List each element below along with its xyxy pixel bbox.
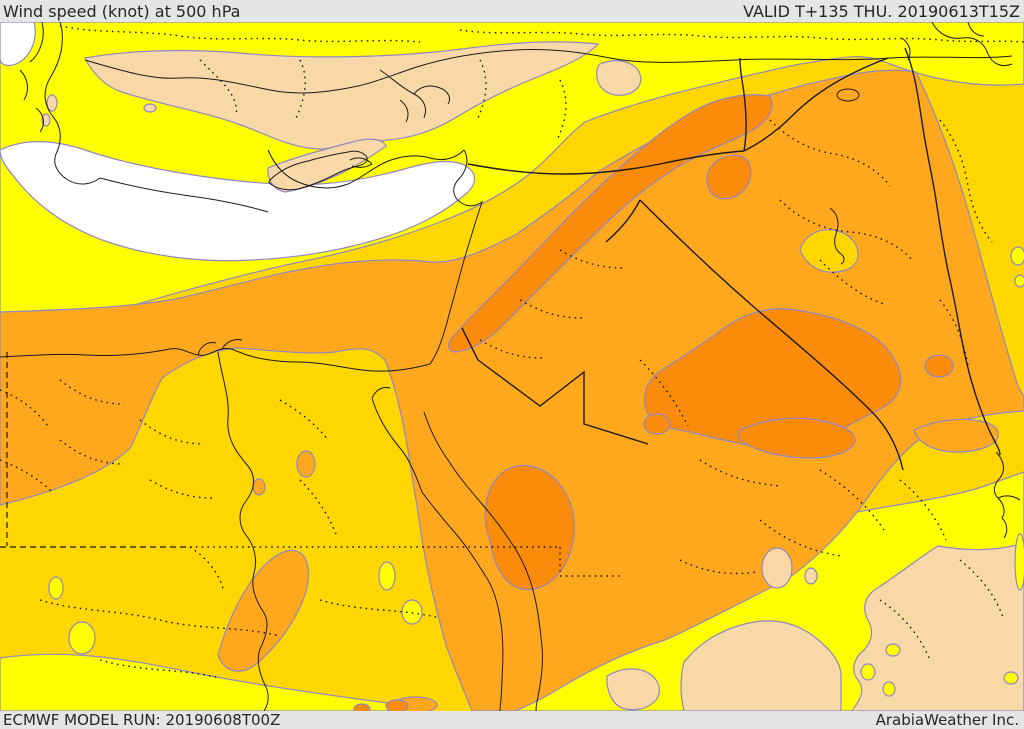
contour-fill-orange: [0, 69, 1024, 714]
admin-borders: [0, 25, 1024, 679]
model-run-label: ECMWF MODEL RUN: 20190608T00Z: [3, 711, 281, 729]
page-title: Wind speed (knot) at 500 hPa: [3, 1, 241, 21]
red-sea-coast: [371, 387, 543, 712]
header-bar: Wind speed (knot) at 500 hPa VALID T+135…: [0, 0, 1024, 22]
dashed-borders: [0, 352, 190, 548]
black-sea-coast: [84, 48, 1013, 94]
brand-label: ArabiaWeather Inc.: [875, 711, 1019, 729]
coastlines: [0, 21, 1021, 712]
country-borders: [461, 47, 1001, 471]
valid-time-label: VALID T+135 THU. 20190613T15Z: [743, 1, 1020, 21]
cyprus-coast: [268, 150, 373, 191]
greece-coast: [19, 21, 44, 133]
contour-fill-tan: [41, 41, 1024, 712]
egypt-coast: [0, 339, 431, 372]
iran-border: [904, 47, 1001, 456]
lake-urmia: [829, 207, 845, 265]
lake-van: [836, 88, 860, 102]
persian-gulf-coast: [993, 451, 1021, 539]
footer-bar: ECMWF MODEL RUN: 20190608T00Z ArabiaWeat…: [0, 711, 1024, 729]
nile-river: [217, 351, 269, 712]
west-turkey-coast: [44, 21, 101, 185]
marmara-coast: [379, 69, 451, 123]
levant-coast: [429, 149, 483, 365]
contour-fill-yellow-pockets: [860, 533, 1024, 697]
syria-iraq-saudi-border: [605, 199, 904, 471]
contour-fill-white: [0, 21, 476, 262]
contour-fill-dark-orange: [353, 94, 954, 715]
turkey-syria-border: [467, 57, 889, 175]
south-turkey-coast: [99, 149, 465, 213]
jordan-saudi-border: [461, 327, 649, 445]
